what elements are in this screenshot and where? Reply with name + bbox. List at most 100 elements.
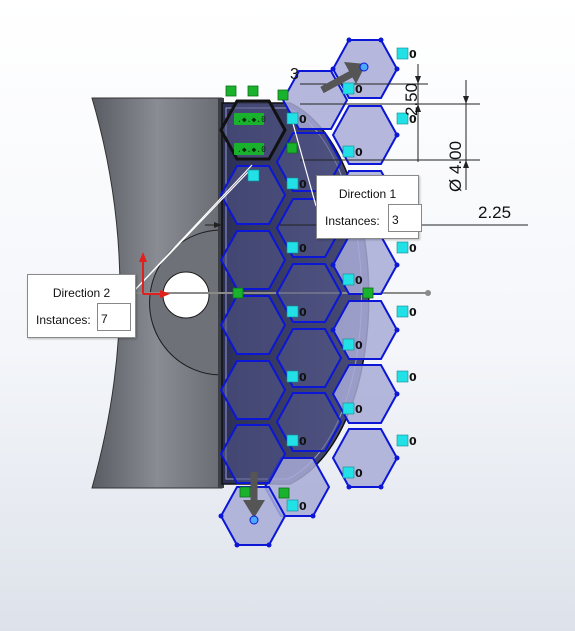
relation-coincident-icon[interactable] — [286, 112, 299, 125]
svg-text:0: 0 — [409, 371, 417, 384]
relation-coincident-icon[interactable] — [396, 112, 409, 125]
sketch-point — [330, 262, 336, 268]
svg-text:0: 0 — [299, 500, 307, 513]
direction1-instances-input[interactable]: 3 — [388, 204, 422, 232]
sketch-point — [218, 513, 224, 519]
direction2-instances-label: Instances: — [36, 313, 91, 327]
hex-cell[interactable] — [219, 360, 287, 420]
svg-text:0: 0 — [299, 113, 307, 126]
svg-text:0: 0 — [299, 242, 307, 255]
relation-coincident-icon[interactable] — [286, 499, 299, 512]
sketch-point — [266, 542, 272, 548]
sketch-point — [234, 542, 240, 548]
direction1-instances-row: Instances: 3 — [325, 204, 422, 232]
dimension-diameter-4-00[interactable]: Ø 4.00 — [446, 140, 465, 192]
svg-text:0: 0 — [299, 178, 307, 191]
relation-coincident-icon[interactable] — [342, 82, 355, 95]
direction2-instances-input[interactable]: 7 — [97, 303, 131, 331]
svg-text:0: 0 — [355, 403, 363, 416]
sketch-point — [394, 327, 400, 333]
direction2-callout[interactable]: Direction 2 Instances: 7 — [27, 274, 136, 338]
dimension-2-25[interactable]: 2.25 — [478, 203, 512, 222]
relation-fix-icon[interactable] — [278, 487, 290, 499]
relation-coincident-icon[interactable] — [342, 402, 355, 415]
relation-coincident-icon[interactable] — [342, 338, 355, 351]
hex-cell[interactable] — [219, 295, 287, 355]
sketch-point — [346, 37, 352, 43]
svg-text:0: 0 — [299, 371, 307, 384]
hex-cell[interactable] — [219, 424, 287, 484]
sketch-point — [394, 66, 400, 72]
relation-coincident-icon[interactable] — [342, 466, 355, 479]
sketch-point — [394, 262, 400, 268]
direction2-instances-row: Instances: 7 — [36, 303, 131, 331]
sketch-point — [394, 132, 400, 138]
relation-coincident-icon[interactable] — [396, 305, 409, 318]
relation-coincident-icon[interactable] — [396, 241, 409, 254]
relation-coincident-icon[interactable] — [247, 169, 260, 182]
sketch-point — [310, 513, 316, 519]
sketch-point — [346, 484, 352, 490]
direction1-callout[interactable]: Direction 1 Instances: 3 — [316, 175, 422, 239]
hex-cell[interactable] — [331, 105, 399, 165]
svg-text:0: 0 — [355, 467, 363, 480]
relation-fix-small-text: .◆.◆.0 .◆.◆.0 — [237, 115, 266, 154]
sketch-point — [330, 66, 336, 72]
sketch-point — [330, 327, 336, 333]
relation-coincident-icon[interactable] — [286, 177, 299, 190]
sketch-point — [378, 484, 384, 490]
relation-coincident-icon[interactable] — [286, 305, 299, 318]
svg-text:.◆.◆.0: .◆.◆.0 — [237, 145, 266, 154]
dimension-partial[interactable]: 3 — [290, 66, 299, 83]
svg-text:0: 0 — [355, 339, 363, 352]
svg-text:0: 0 — [355, 274, 363, 287]
relation-coincident-icon[interactable] — [342, 145, 355, 158]
relation-coincident-icon[interactable] — [396, 370, 409, 383]
svg-text:0: 0 — [409, 306, 417, 319]
svg-text:0: 0 — [409, 242, 417, 255]
centerline-endpoint — [425, 290, 431, 296]
origin-triad-icon — [139, 252, 170, 298]
svg-text:0: 0 — [409, 113, 417, 126]
pattern-handle[interactable] — [359, 62, 369, 72]
relation-fix-icon[interactable] — [234, 143, 264, 155]
dimension-arrows — [214, 76, 469, 228]
relation-fix-icon[interactable] — [247, 85, 259, 97]
direction1-title: Direction 1 — [338, 187, 397, 201]
relation-fix-icon[interactable] — [232, 287, 244, 299]
sketch-point — [378, 37, 384, 43]
direction1-instances-label: Instances: — [325, 214, 380, 228]
svg-text:0: 0 — [355, 83, 363, 96]
svg-text:0: 0 — [409, 435, 417, 448]
relation-fix-icons[interactable] — [225, 85, 374, 499]
relation-coincident-icon[interactable] — [396, 434, 409, 447]
direction2-title: Direction 2 — [52, 286, 111, 300]
svg-text:0: 0 — [355, 146, 363, 159]
dimension-2-50[interactable]: 2.50 — [402, 82, 421, 116]
relation-fix-icon[interactable] — [239, 486, 251, 498]
relation-fix-icon[interactable] — [234, 113, 264, 125]
pattern-handle[interactable] — [249, 515, 259, 525]
hex-cell[interactable] — [331, 428, 399, 488]
relation-fix-icon[interactable] — [225, 85, 237, 97]
relation-coincident-icon[interactable] — [286, 370, 299, 383]
svg-text:0: 0 — [409, 48, 417, 61]
relation-fix-small[interactable] — [234, 113, 264, 155]
seed-hexagon[interactable] — [219, 99, 287, 161]
relation-fix-icon[interactable] — [277, 89, 289, 101]
relation-coincident-icon[interactable] — [286, 241, 299, 254]
relation-coincident-icon[interactable] — [396, 47, 409, 60]
callout-leaders — [132, 119, 317, 293]
hex-cell[interactable] — [219, 230, 287, 290]
relation-coincident-icon[interactable] — [342, 273, 355, 286]
relation-fix-icon[interactable] — [286, 142, 298, 154]
relation-coincident-icon[interactable] — [286, 434, 299, 447]
sketch-point — [394, 391, 400, 397]
sketch-points — [218, 37, 400, 548]
svg-text:0: 0 — [299, 306, 307, 319]
pattern-arrow-icon[interactable] — [243, 472, 265, 518]
svg-text:.◆.◆.0: .◆.◆.0 — [237, 115, 266, 124]
svg-text:0: 0 — [299, 435, 307, 448]
relation-fix-icon[interactable] — [362, 287, 374, 299]
sketch-point — [394, 455, 400, 461]
